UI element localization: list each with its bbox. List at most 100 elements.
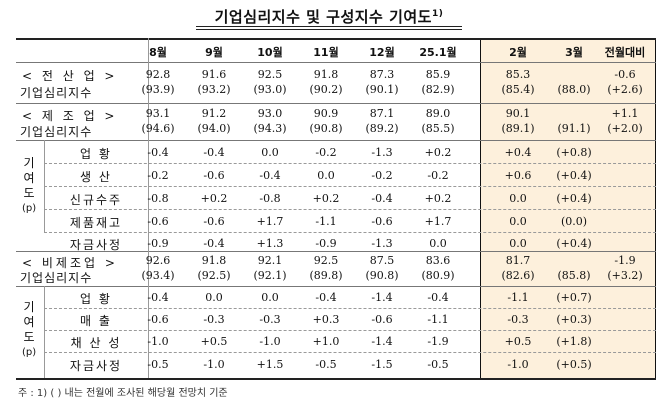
mfg-contribution-value: +0.2 [424,146,452,159]
nonmfg-contribution-value: -1.0 [259,335,281,348]
mfg-row-label: 생 산 [80,170,112,184]
nonmfg-contribution-value: -0.3 [203,313,225,326]
mfg-contribution-value: 0.0 [317,169,335,182]
all-index-value: 85.9 [425,68,451,81]
title-underline-2 [196,29,462,30]
mfg-contribution-value: (+0.4) [556,169,592,182]
nonmfg-contribution-value: -0.4 [427,291,449,304]
side-char: (p) [22,347,37,358]
all-index-value: 85.3 [505,68,531,81]
nonmfg-index-value: 91.8 [201,254,227,267]
row-divider [44,163,656,164]
table-title: 기업심리지수 및 구성지수 기여도1) [0,6,658,27]
mfg-contribution-value: -0.2 [315,146,337,159]
side-char: 기 [23,156,35,170]
mfg-contribution-value: -0.4 [203,237,225,250]
mfg-contribution-value: -0.4 [259,169,281,182]
all-index-value: 91.6 [201,68,227,81]
mfg-row-label: 업 황 [80,147,112,161]
nonmfg-contribution-value: +1.5 [256,358,284,371]
nonmfg-contribution-value: -0.5 [427,358,449,371]
nonmfg-contribution-value: (+0.3) [556,313,592,326]
table-bottom-border [16,378,656,380]
mfg-contribution-value: +0.4 [504,146,532,159]
mfg-forecast-value: (94.3) [253,122,287,135]
side-char: 도 [23,186,35,200]
col-header-feb: 2월 [509,46,527,59]
label-column-divider [148,38,149,378]
mfg-forecast-value: (+2.0) [607,122,643,135]
nonmfg-contribution-value: -0.3 [507,313,529,326]
mfg-forecast-value: (89.2) [365,122,399,135]
mfg-forecast-value: (85.5) [421,122,455,135]
nonmfg-forecast-value: (+3.2) [607,269,643,282]
mfg-index-value: 90.9 [313,107,339,120]
mfg-contribution-value: 0.0 [261,146,279,159]
nonmfg-index-value: -1.9 [614,254,636,267]
mfg-contribution-value: +0.2 [312,192,340,205]
nonmfg-contribution-value: -1.9 [427,335,449,348]
mfg-contribution-value: +0.2 [424,192,452,205]
nonmfg-index-value: 87.5 [369,254,395,267]
table-top-border [16,38,656,40]
nonmfg-forecast-value: (92.1) [253,269,287,282]
col-header-12: 12월 [369,46,395,59]
mfg-forecast-value: (94.0) [197,122,231,135]
side-char: 여 [23,171,35,185]
mfg-contribution-value: -0.6 [371,215,393,228]
mfg-contribution-value: (+0.4) [556,192,592,205]
nonmfg-contribution-value: +1.0 [312,335,340,348]
mfg-contribution-value: -0.4 [371,192,393,205]
nonmfg-contribution-value: 0.0 [261,291,279,304]
nonmfg-index-value: 92.1 [257,254,283,267]
nonmfg-contribution-value: -1.4 [371,335,393,348]
mfg-index-value: 89.0 [425,107,451,120]
nonmfg-contribution-value: -0.6 [147,313,169,326]
all-forecast-value: (93.0) [253,83,287,96]
nonmfg-contribution-value: -1.0 [203,358,225,371]
title-text: 기업심리지수 및 구성지수 기여도 [214,8,432,26]
col-header-mar: 3월 [565,46,583,59]
nonmfg-contribution-value: -0.6 [371,313,393,326]
mfg-contribution-value: -0.9 [315,237,337,250]
mfg-index-value: 93.1 [145,107,171,120]
nonmfg-forecast-value: (80.9) [421,269,455,282]
col-header-10: 10월 [257,46,283,59]
col-header-jan: 25.1월 [419,46,457,59]
mfg-forecast-value: (94.6) [141,122,175,135]
mfg-row-label: 신규수주 [69,193,123,207]
nonmfg-contribution-value: -1.1 [427,313,449,326]
row-divider [44,232,656,233]
all-forecast-value: (93.2) [197,83,231,96]
mfg-contribution-value: 0.0 [509,215,527,228]
all-forecast-value: (93.9) [141,83,175,96]
nonmfg-contribution-value: (+0.5) [556,358,592,371]
row-divider [44,186,656,187]
all-forecast-value: (90.1) [365,83,399,96]
mfg-index-value: 87.1 [369,107,395,120]
nonmfg-contribution-value: -1.1 [507,291,529,304]
section-divider-mfg [16,140,656,141]
all-forecast-value: (+2.6) [607,83,643,96]
nonmfg-contribution-value: -0.4 [147,291,169,304]
all-index-value: 87.3 [369,68,395,81]
mfg-contribution-value: -0.2 [427,169,449,182]
all-index-value: 92.5 [257,68,283,81]
mfg-contribution-value: -1.1 [315,215,337,228]
row-divider [44,352,656,353]
nonmfg-contribution-value: -0.5 [315,358,337,371]
section-label-mfg-1: < 제 조 업 > [22,109,118,123]
all-forecast-value: (88.0) [557,83,591,96]
section-label-nonmfg-1: < 비제조업 > [22,256,118,270]
mfg-contribution-value: -0.9 [147,237,169,250]
col-header-11: 11월 [313,46,339,59]
section-divider-nonmfg [16,286,656,287]
nonmfg-forecast-value: (85.8) [557,269,591,282]
col-header-mom: 전월대비 [604,46,646,59]
mfg-contribution-value: -0.8 [259,192,281,205]
nonmfg-row-label: 매 출 [80,314,112,328]
mfg-contribution-value: -0.6 [147,215,169,228]
mfg-forecast-value: (91.1) [557,122,591,135]
mfg-side-divider [44,140,45,232]
mfg-contribution-value: +0.2 [200,192,228,205]
